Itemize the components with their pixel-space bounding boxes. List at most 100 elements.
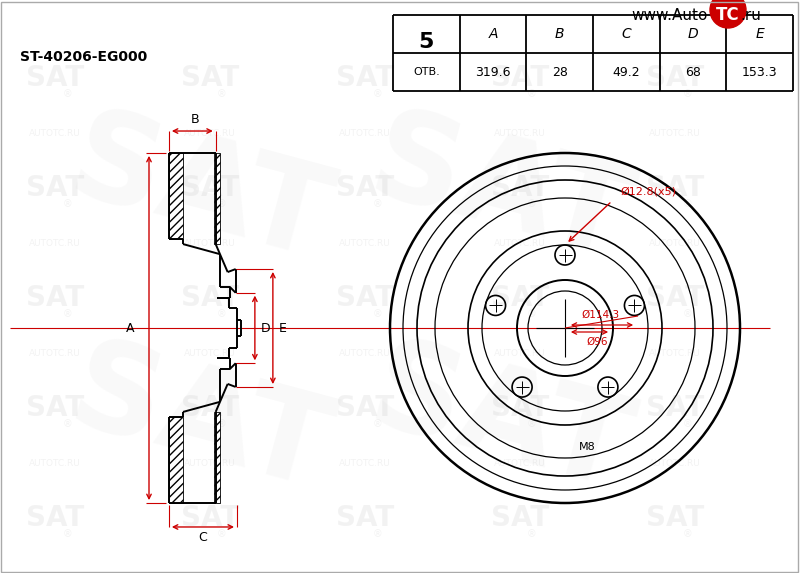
Text: SAT: SAT — [26, 504, 84, 532]
Text: AUTOTC.RU: AUTOTC.RU — [494, 348, 546, 358]
Text: A: A — [488, 27, 498, 41]
Bar — [169, 153, 183, 239]
Text: SAT: SAT — [491, 504, 549, 532]
Text: SAT: SAT — [646, 504, 704, 532]
Text: SAT: SAT — [181, 174, 239, 202]
Text: ®: ® — [217, 309, 227, 319]
Text: SAT: SAT — [336, 64, 394, 92]
Text: SAT: SAT — [58, 331, 342, 515]
Text: AUTOTC.RU: AUTOTC.RU — [339, 128, 391, 138]
Text: SAT: SAT — [646, 394, 704, 422]
Text: AUTOTC.RU: AUTOTC.RU — [494, 458, 546, 468]
Text: ®: ® — [527, 309, 537, 319]
Text: SAT: SAT — [26, 284, 84, 312]
Text: AUTOTC.RU: AUTOTC.RU — [339, 458, 391, 468]
Text: ®: ® — [372, 419, 382, 429]
Text: ®: ® — [217, 89, 227, 99]
Text: .ru: .ru — [740, 7, 761, 22]
Text: www.Auto: www.Auto — [631, 7, 707, 22]
Text: SAT: SAT — [58, 101, 342, 285]
Text: ®: ® — [62, 309, 72, 319]
Text: AUTOTC.RU: AUTOTC.RU — [29, 238, 81, 248]
Text: M8: M8 — [578, 442, 595, 452]
Text: ®: ® — [682, 529, 692, 539]
Text: B: B — [191, 112, 200, 125]
Text: SAT: SAT — [491, 64, 549, 92]
Text: AUTOTC.RU: AUTOTC.RU — [339, 348, 391, 358]
Text: ®: ® — [62, 89, 72, 99]
Text: C: C — [198, 532, 207, 544]
Text: SAT: SAT — [181, 394, 239, 422]
Text: ®: ® — [62, 419, 72, 429]
Text: 5: 5 — [418, 32, 434, 52]
Bar — [214, 153, 220, 244]
Text: ®: ® — [527, 199, 537, 209]
Text: ®: ® — [682, 89, 692, 99]
Text: 49.2: 49.2 — [613, 65, 640, 79]
Text: SAT: SAT — [181, 64, 239, 92]
Text: 153.3: 153.3 — [742, 65, 778, 79]
Text: SAT: SAT — [26, 64, 84, 92]
Text: SAT: SAT — [646, 64, 704, 92]
Text: ®: ® — [217, 529, 227, 539]
Text: ®: ® — [372, 309, 382, 319]
Text: ®: ® — [372, 199, 382, 209]
Text: ®: ® — [682, 419, 692, 429]
Text: SAT: SAT — [181, 504, 239, 532]
Text: ST-40206-EG000: ST-40206-EG000 — [20, 50, 147, 64]
Text: SAT: SAT — [358, 101, 642, 285]
Text: SAT: SAT — [336, 284, 394, 312]
Text: B: B — [555, 27, 565, 41]
Circle shape — [710, 0, 746, 28]
Text: AUTOTC.RU: AUTOTC.RU — [649, 238, 701, 248]
Text: ®: ® — [527, 89, 537, 99]
Text: SAT: SAT — [491, 284, 549, 312]
Text: SAT: SAT — [26, 394, 84, 422]
Text: TC: TC — [716, 6, 740, 24]
Text: AUTOTC.RU: AUTOTC.RU — [494, 128, 546, 138]
Text: 319.6: 319.6 — [475, 65, 510, 79]
Text: D: D — [688, 27, 698, 41]
Text: AUTOTC.RU: AUTOTC.RU — [649, 348, 701, 358]
Text: AUTOTC.RU: AUTOTC.RU — [494, 238, 546, 248]
Bar — [214, 412, 220, 503]
Text: ®: ® — [372, 89, 382, 99]
Text: AUTOTC.RU: AUTOTC.RU — [29, 128, 81, 138]
Text: ®: ® — [527, 419, 537, 429]
Text: SAT: SAT — [646, 284, 704, 312]
Text: Ø12.8(x5): Ø12.8(x5) — [620, 186, 676, 196]
Text: SAT: SAT — [26, 174, 84, 202]
Text: 68: 68 — [685, 65, 701, 79]
Text: SAT: SAT — [181, 284, 239, 312]
Text: E: E — [279, 321, 287, 335]
Text: D: D — [261, 321, 270, 335]
Text: AUTOTC.RU: AUTOTC.RU — [184, 348, 236, 358]
Text: AUTOTC.RU: AUTOTC.RU — [184, 458, 236, 468]
Text: 28: 28 — [552, 65, 568, 79]
Text: ®: ® — [682, 199, 692, 209]
Text: SAT: SAT — [336, 174, 394, 202]
Text: SAT: SAT — [336, 504, 394, 532]
Text: ®: ® — [682, 309, 692, 319]
Text: ®: ® — [527, 529, 537, 539]
Text: Ø96: Ø96 — [586, 337, 608, 347]
Text: C: C — [622, 27, 631, 41]
Text: SAT: SAT — [646, 174, 704, 202]
Text: SAT: SAT — [491, 174, 549, 202]
Text: ®: ® — [217, 419, 227, 429]
Text: A: A — [126, 321, 134, 335]
Text: ®: ® — [62, 529, 72, 539]
Text: ®: ® — [217, 199, 227, 209]
Text: AUTOTC.RU: AUTOTC.RU — [29, 458, 81, 468]
Text: SAT: SAT — [491, 394, 549, 422]
Text: AUTOTC.RU: AUTOTC.RU — [29, 348, 81, 358]
Text: ®: ® — [62, 199, 72, 209]
Text: AUTOTC.RU: AUTOTC.RU — [339, 238, 391, 248]
Text: AUTOTC.RU: AUTOTC.RU — [649, 128, 701, 138]
Text: E: E — [755, 27, 764, 41]
Text: AUTOTC.RU: AUTOTC.RU — [184, 128, 236, 138]
Bar — [169, 417, 183, 503]
Text: AUTOTC.RU: AUTOTC.RU — [184, 238, 236, 248]
Text: Ø114.3: Ø114.3 — [582, 310, 620, 320]
Text: AUTOTC.RU: AUTOTC.RU — [649, 458, 701, 468]
